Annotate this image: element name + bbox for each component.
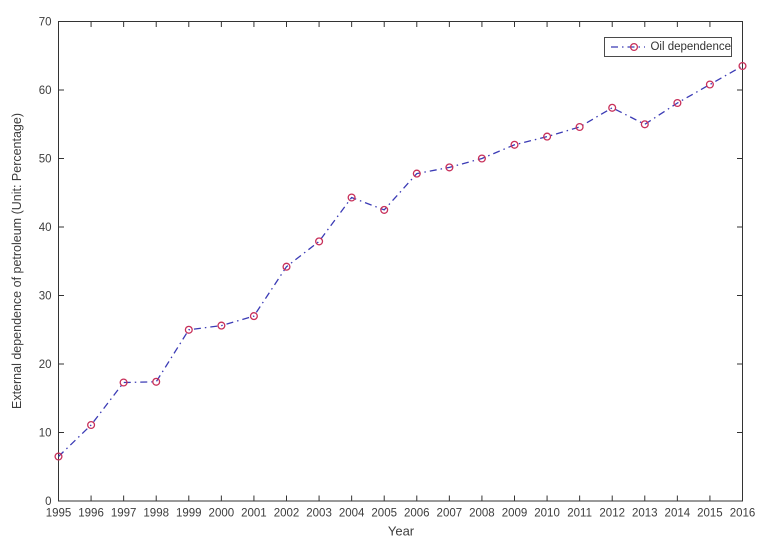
data-point-marker xyxy=(119,378,128,387)
x-tick-label: 2002 xyxy=(274,508,300,520)
legend-box: Oil dependence xyxy=(604,37,732,57)
y-axis-label: External dependence of petroleum (Unit: … xyxy=(10,112,24,410)
data-point-marker xyxy=(54,452,63,461)
data-point-marker xyxy=(640,120,649,129)
data-point-marker xyxy=(575,122,584,132)
plot-box xyxy=(58,21,743,502)
x-tick-label: 1996 xyxy=(78,508,104,520)
x-tick-label: 2009 xyxy=(502,508,528,520)
data-point-marker xyxy=(315,237,324,246)
data-point-marker xyxy=(445,163,454,172)
x-tick-label: 2006 xyxy=(404,508,430,520)
x-axis-label: Year xyxy=(387,523,415,539)
legend-circle-marker-icon xyxy=(629,42,639,52)
x-tick-label: 2003 xyxy=(306,508,332,520)
data-point-marker xyxy=(412,169,421,178)
data-point-marker xyxy=(184,325,193,334)
y-tick-label: 60 xyxy=(39,85,52,97)
x-tick-label: 1998 xyxy=(143,508,169,520)
data-point-marker xyxy=(738,61,747,71)
x-tick-label: 2011 xyxy=(567,508,592,520)
x-tick-label: 2010 xyxy=(534,508,560,520)
x-tick-label: 2004 xyxy=(339,508,365,520)
x-tick-label: 2012 xyxy=(599,508,625,520)
x-tick-label: 2015 xyxy=(697,508,723,520)
oil-dependence-line xyxy=(58,65,743,457)
data-point-marker xyxy=(380,205,389,214)
data-point-marker xyxy=(705,80,714,89)
data-point-marker xyxy=(87,420,96,430)
y-tick-label: 40 xyxy=(39,222,52,234)
x-tick-label: 1995 xyxy=(46,508,72,520)
y-tick-label: 0 xyxy=(45,496,51,508)
y-tick-label: 20 xyxy=(39,359,52,371)
x-tick-label: 2005 xyxy=(371,508,397,520)
x-tick-label: 2000 xyxy=(209,508,235,520)
data-point-marker xyxy=(152,377,161,386)
legend-series-label: Oil dependence xyxy=(650,41,731,53)
data-point-marker xyxy=(543,132,552,141)
data-point-marker xyxy=(608,103,617,112)
data-point-marker xyxy=(347,193,356,202)
data-point-marker xyxy=(673,98,682,108)
x-tick-label: 2016 xyxy=(730,508,756,520)
data-point-marker xyxy=(510,140,519,149)
x-tick-label: 2001 xyxy=(241,508,267,520)
data-point-marker xyxy=(477,154,486,163)
y-tick-label: 30 xyxy=(39,291,52,303)
data-point-marker xyxy=(282,262,291,271)
x-tick-label: 2013 xyxy=(632,508,658,520)
y-tick-label: 70 xyxy=(39,17,52,29)
x-tick-label: 1997 xyxy=(111,508,137,520)
x-tick-label: 2007 xyxy=(437,508,463,520)
y-tick-label: 50 xyxy=(39,154,52,166)
data-point-marker xyxy=(249,312,258,321)
x-tick-label: 2008 xyxy=(469,508,495,520)
x-tick-label: 1999 xyxy=(176,508,202,520)
data-point-marker xyxy=(217,321,226,330)
legend-line-sample xyxy=(611,42,646,52)
x-tick-label: 2014 xyxy=(665,508,691,520)
y-tick-label: 10 xyxy=(39,428,52,440)
